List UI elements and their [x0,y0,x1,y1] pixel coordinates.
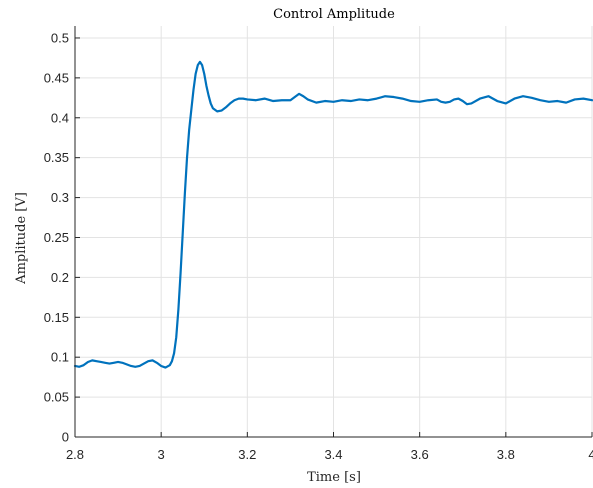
y-tick-label: 0.45 [44,70,69,85]
y-axis-label: Amplitude [V] [14,192,29,285]
y-tick-label: 0.1 [51,350,69,365]
x-tick-label: 2.8 [66,447,84,462]
series-layer [73,60,593,369]
y-tick-label: 0.25 [44,230,69,245]
y-tick-label: 0.35 [44,150,69,165]
y-tick-label: 0.4 [51,110,69,125]
x-tick-label: 3.6 [411,447,429,462]
x-tick-label: 3.8 [497,447,515,462]
grid [74,26,593,438]
y-tick-label: 0 [62,430,69,445]
x-tick-label: 3 [158,447,165,462]
y-tick-label: 0.5 [51,30,69,45]
axes [74,26,593,438]
x-tick-label: 3.4 [324,447,342,462]
y-tick-label: 0.05 [44,390,69,405]
chart-title: Control Amplitude [273,7,395,22]
x-tick-label: 4 [588,447,593,462]
y-tick-label: 0.15 [44,310,69,325]
y-tick-label: 0.2 [51,270,69,285]
x-tick-label: 3.2 [238,447,256,462]
x-axis-label: Time [s] [307,470,361,485]
series-line [73,60,593,369]
y-tick-label: 0.3 [51,190,69,205]
tick-labels: 2.8 3 3.2 3.4 3.6 3.8 4 0 0.05 0.1 0.15 0.2 0.25 0.3 0… [44,30,593,462]
